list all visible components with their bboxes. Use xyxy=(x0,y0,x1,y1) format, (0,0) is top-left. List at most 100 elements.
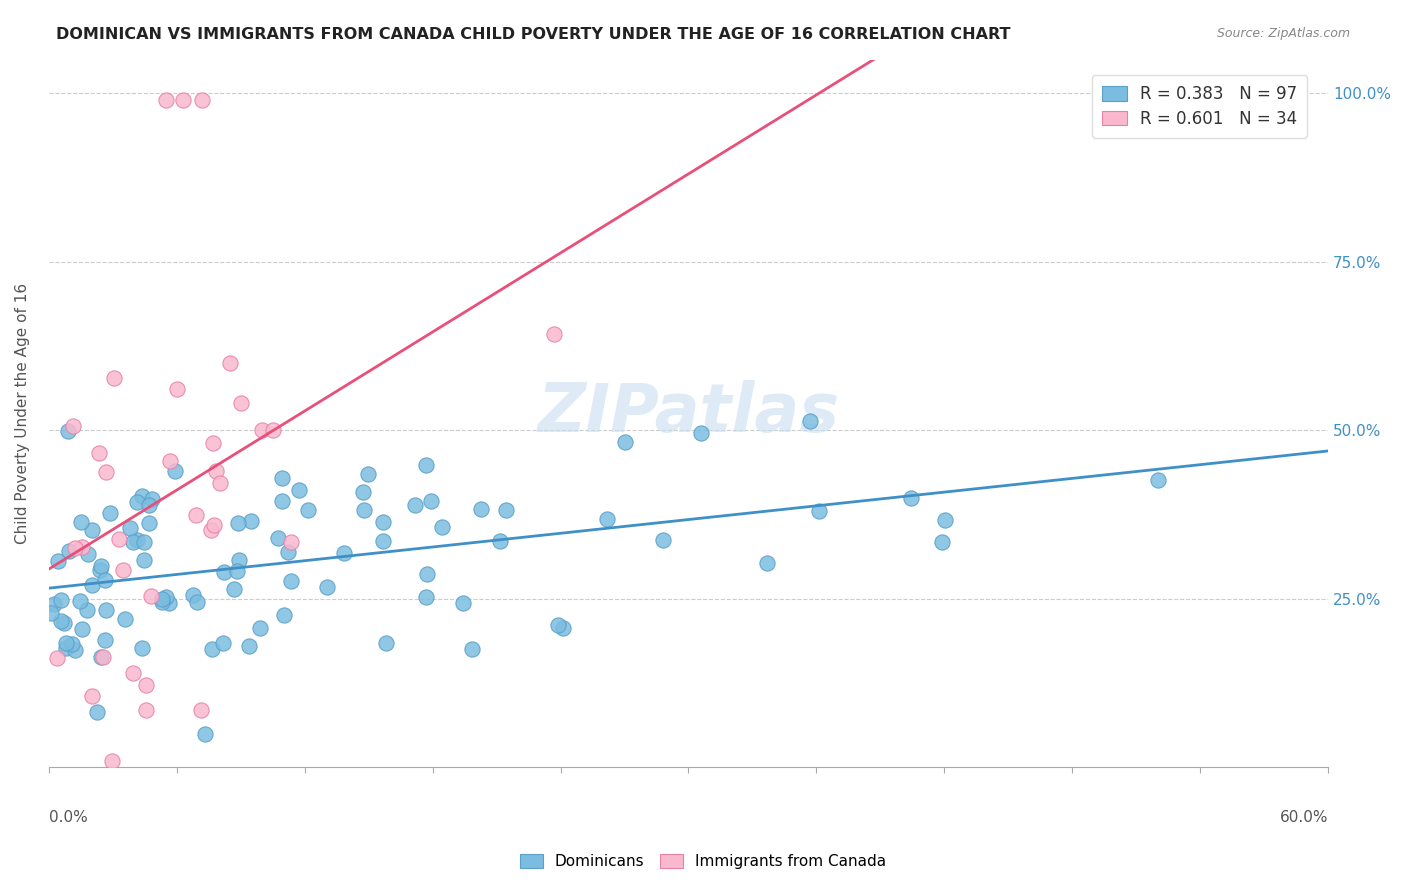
Point xyxy=(93,574,115,588)
Point xyxy=(63,643,86,657)
Point xyxy=(90,559,112,574)
Point xyxy=(141,492,163,507)
Point xyxy=(125,533,148,547)
Point xyxy=(489,534,512,549)
Point xyxy=(135,702,157,716)
Text: ZIPatlas: ZIPatlas xyxy=(537,380,839,446)
Point xyxy=(547,618,569,632)
Legend: Dominicans, Immigrants from Canada: Dominicans, Immigrants from Canada xyxy=(513,848,893,875)
Point xyxy=(76,603,98,617)
Point xyxy=(229,396,252,410)
Legend: R = 0.383   N = 97, R = 0.601   N = 34: R = 0.383 N = 97, R = 0.601 N = 34 xyxy=(1091,75,1308,137)
Point xyxy=(270,471,292,485)
Point xyxy=(63,541,86,555)
Point xyxy=(353,503,375,517)
Point xyxy=(135,678,157,692)
Point xyxy=(70,540,93,554)
Point xyxy=(127,495,149,509)
Point xyxy=(87,445,110,459)
Point xyxy=(332,546,354,560)
Point xyxy=(931,534,953,549)
Point xyxy=(543,326,565,341)
Point xyxy=(315,580,337,594)
Point xyxy=(138,516,160,530)
Point xyxy=(209,475,232,490)
Point xyxy=(82,524,104,538)
Point xyxy=(155,590,177,604)
Point xyxy=(150,592,173,607)
Point xyxy=(58,424,80,438)
Point xyxy=(82,578,104,592)
Point xyxy=(70,622,93,636)
Point xyxy=(190,703,212,717)
Point xyxy=(614,435,637,450)
Point xyxy=(222,582,245,596)
Point xyxy=(183,588,205,602)
Point xyxy=(80,689,103,703)
Point xyxy=(201,642,224,657)
Point xyxy=(159,454,181,468)
Point xyxy=(121,665,143,680)
Point xyxy=(200,523,222,537)
Point xyxy=(163,464,186,478)
Point xyxy=(453,596,475,610)
Point xyxy=(280,535,302,549)
Point xyxy=(415,458,437,472)
Point xyxy=(122,534,145,549)
Point xyxy=(55,641,77,656)
Point xyxy=(934,513,956,527)
Text: DOMINICAN VS IMMIGRANTS FROM CANADA CHILD POVERTY UNDER THE AGE OF 16 CORRELATIO: DOMINICAN VS IMMIGRANTS FROM CANADA CHIL… xyxy=(56,27,1011,42)
Point xyxy=(62,419,84,434)
Point xyxy=(652,533,675,548)
Point xyxy=(46,553,69,567)
Point xyxy=(374,636,396,650)
Point xyxy=(273,607,295,622)
Point xyxy=(470,502,492,516)
Point xyxy=(49,614,72,628)
Point xyxy=(131,640,153,655)
Point xyxy=(111,563,134,577)
Point xyxy=(596,512,619,526)
Point xyxy=(1146,473,1168,487)
Point xyxy=(201,435,224,450)
Point xyxy=(226,516,249,530)
Point xyxy=(204,464,226,478)
Point xyxy=(39,607,62,621)
Point xyxy=(416,567,439,582)
Point xyxy=(166,382,188,396)
Point xyxy=(45,651,67,665)
Point xyxy=(186,595,208,609)
Point xyxy=(228,552,250,566)
Point xyxy=(238,639,260,653)
Point xyxy=(495,503,517,517)
Point xyxy=(432,519,454,533)
Point xyxy=(94,603,117,617)
Point xyxy=(249,621,271,635)
Text: 0.0%: 0.0% xyxy=(49,810,87,825)
Point xyxy=(280,574,302,588)
Point xyxy=(799,413,821,427)
Point xyxy=(371,515,394,529)
Point xyxy=(415,590,437,604)
Point xyxy=(86,705,108,719)
Point xyxy=(53,615,76,630)
Point xyxy=(357,467,380,481)
Point xyxy=(807,504,830,518)
Point xyxy=(70,516,93,530)
Point xyxy=(98,506,121,520)
Text: 60.0%: 60.0% xyxy=(1279,810,1329,825)
Point xyxy=(460,642,482,657)
Point xyxy=(134,552,156,566)
Point xyxy=(900,491,922,505)
Text: Source: ZipAtlas.com: Source: ZipAtlas.com xyxy=(1216,27,1350,40)
Point xyxy=(42,597,65,611)
Point xyxy=(277,545,299,559)
Point xyxy=(62,636,84,650)
Point xyxy=(267,531,290,545)
Point xyxy=(49,593,72,607)
Point xyxy=(186,508,208,522)
Point xyxy=(69,593,91,607)
Point xyxy=(352,484,374,499)
Point xyxy=(404,499,426,513)
Point xyxy=(141,590,163,604)
